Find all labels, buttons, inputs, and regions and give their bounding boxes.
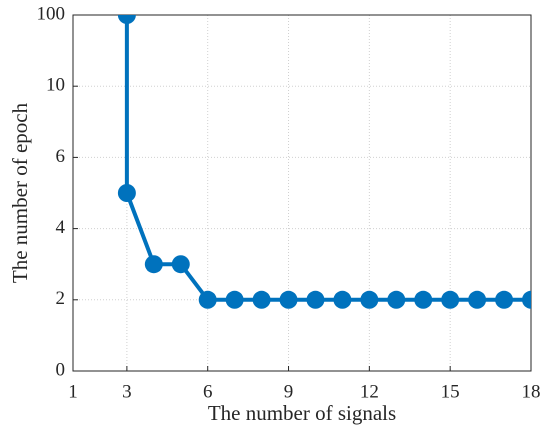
y-tick-label: 6 [56,146,66,167]
y-tick-label: 100 [37,3,66,24]
plot-area [73,15,531,371]
x-tick-label: 1 [68,381,78,402]
x-tick-label: 6 [203,381,213,402]
y-tick-label: 2 [56,288,66,309]
x-tick-label: 9 [284,381,294,402]
y-tick-label: 10 [46,75,65,96]
marker [441,290,460,309]
marker [387,290,406,309]
marker [414,290,433,309]
marker [333,290,352,309]
x-tick-label: 15 [441,381,460,402]
marker [225,290,244,309]
x-tick-label: 12 [360,381,379,402]
marker [468,290,487,309]
marker [522,290,531,309]
marker [171,255,190,274]
x-tick-label: 3 [122,381,132,402]
marker [279,290,298,309]
marker [306,290,325,309]
marker [198,290,217,309]
marker [252,290,271,309]
marker [144,255,163,274]
marker [360,290,379,309]
x-axis-title: The number of signals [208,401,396,425]
marker [495,290,514,309]
axes-box [72,14,532,372]
y-tick-label: 4 [56,217,66,238]
marker [117,15,136,24]
x-tick-label: 18 [522,381,541,402]
y-axis-title: The number of epoch [8,102,32,283]
y-tick-label: 0 [56,359,66,380]
marker [117,184,136,202]
